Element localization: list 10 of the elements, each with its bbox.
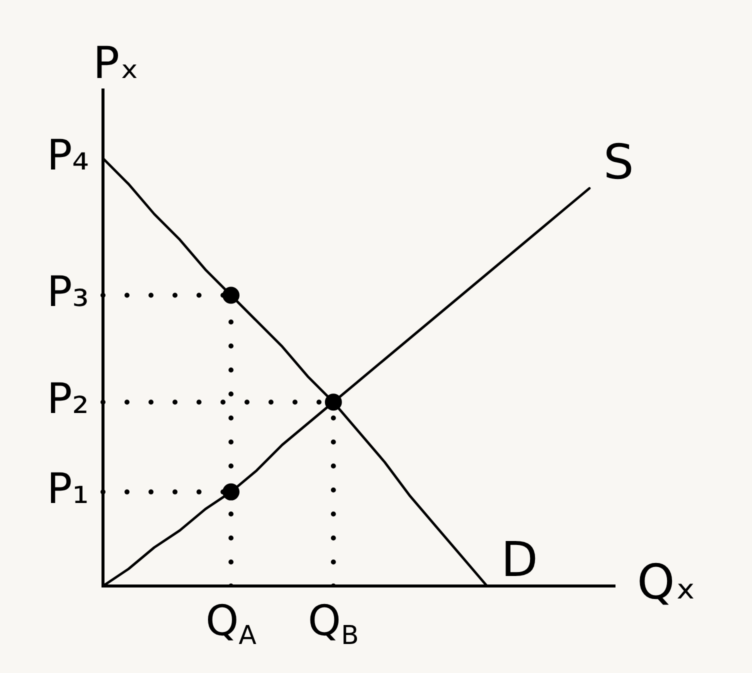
ref-line-label: P₁ [46,464,89,513]
x-tick-label: Q$_{B}$ [308,596,359,652]
y-axis-title: Pₓ [93,38,140,89]
ref-line-label: P₃ [46,267,89,316]
series-label: D [501,532,538,588]
series-label: S [603,134,634,190]
text: P₄ [46,130,89,180]
x-axis-title: Qₓ [637,554,696,610]
x-tick-label: Q$_{A}$ [206,596,256,652]
ref-line-label: P₂ [46,374,89,424]
